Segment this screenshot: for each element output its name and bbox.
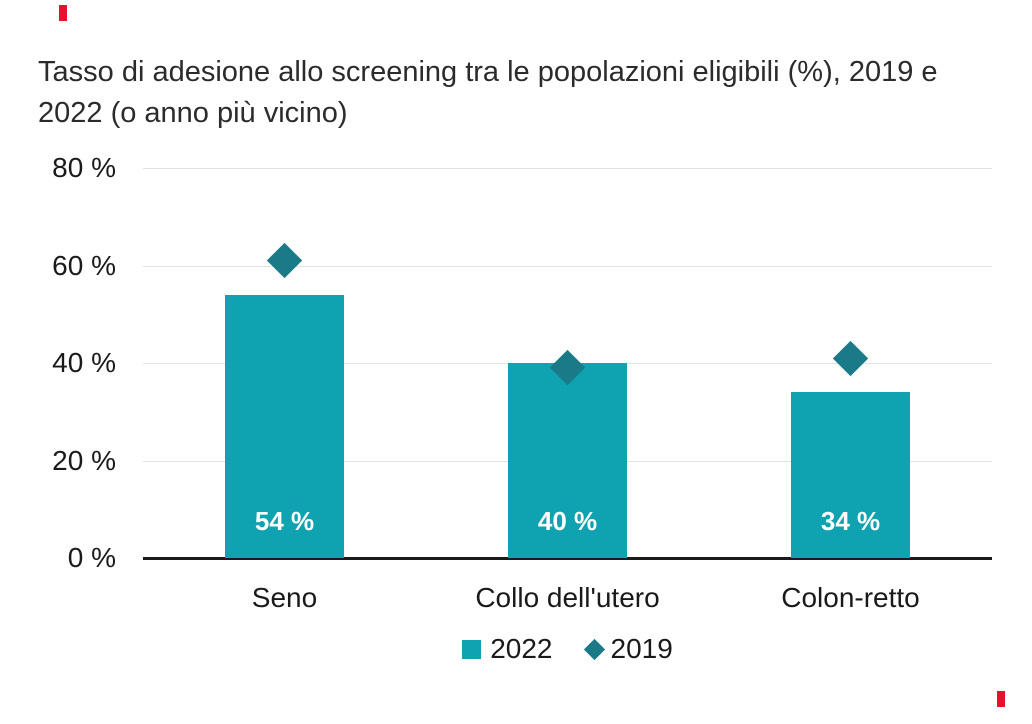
legend-item-2019: 2019	[583, 633, 673, 665]
y-tick-label-80%: 80 %	[52, 152, 116, 183]
bar-2022-collo-dell-utero	[508, 363, 627, 558]
bar-2022-colon-retto	[791, 392, 910, 558]
y-tick-label-40%: 40 %	[52, 347, 116, 378]
legend-label-2022: 2022	[490, 633, 553, 664]
category-label-colon-retto: Colon-retto	[781, 582, 920, 613]
crop-mark-top-left	[59, 5, 67, 21]
gridline-80%	[143, 168, 992, 169]
diamond-marker-2019-seno	[266, 242, 303, 279]
chart-title-line1: Tasso di adesione allo screening tra le …	[38, 56, 938, 88]
legend-diamond-icon	[583, 638, 605, 660]
bar-value-label: 40 %	[537, 506, 598, 536]
bar-2022-seno	[225, 294, 344, 558]
y-tick-label-60%: 60 %	[52, 249, 116, 281]
crop-mark-bottom-right	[997, 691, 1005, 707]
bar-value-label: 34 %	[820, 506, 881, 536]
bar-value-label: 54 %	[254, 506, 315, 536]
legend-item-2022: 2022	[462, 633, 553, 665]
chart-title: Tasso di adesione allo screening tra le …	[38, 52, 978, 134]
diamond-marker-2019-colon-retto	[832, 340, 869, 376]
chart-title-line2: 2022 (o anno più vicino)	[38, 97, 348, 129]
y-tick-label-20%: 20 %	[52, 444, 116, 476]
legend-square-icon	[462, 639, 482, 659]
x-axis-line	[143, 557, 992, 560]
y-tick-label-0%: 0 %	[67, 542, 116, 573]
legend-label-2019: 2019	[610, 633, 673, 664]
legend: 2022 2019	[143, 633, 992, 665]
gridline-60%	[143, 265, 992, 267]
category-label-collo-dell-utero: Collo dell'utero	[475, 582, 660, 613]
category-label-seno: Seno	[251, 582, 318, 613]
